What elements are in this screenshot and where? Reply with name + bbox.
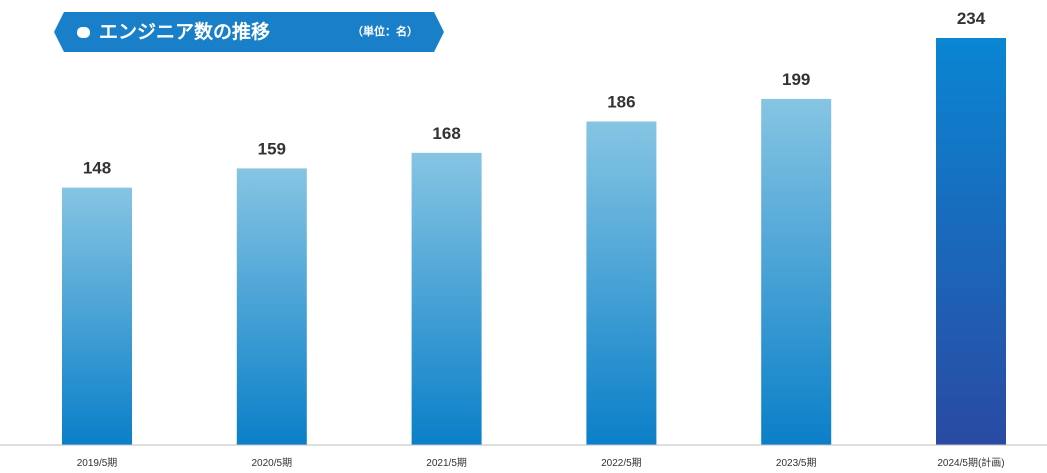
bar-1 [236,168,307,445]
bar-2 [411,152,482,446]
title-banner: エンジニア数の推移 （単位：名） [54,12,444,52]
value-label-4: 199 [782,70,810,89]
bar-3 [586,121,657,445]
banner-shape [54,12,444,52]
category-label-0: 2019/5期 [77,457,118,469]
category-label-2: 2021/5期 [426,457,467,469]
value-label-2: 168 [432,124,460,143]
category-label-5: 2024/5期(計画) [937,456,1004,469]
labels-layer: 148 2019/5期 159 2020/5期 168 2021/5期 186 2022/5期… [77,9,1005,469]
unit-note: （単位：名） [352,25,418,38]
bar-5 [936,38,1006,445]
value-label-3: 186 [607,93,635,112]
bar-0 [62,187,132,445]
category-label-3: 2022/5期 [601,457,642,469]
category-label-1: 2020/5期 [252,457,293,469]
value-label-0: 148 [83,159,111,178]
value-label-1: 159 [258,139,286,158]
bullet-icon [77,27,90,38]
bars-layer [62,38,1006,446]
chart-title: エンジニア数の推移 [99,21,271,43]
value-label-5: 234 [957,9,986,28]
category-label-4: 2023/5期 [776,457,817,469]
bar-4 [761,98,832,446]
